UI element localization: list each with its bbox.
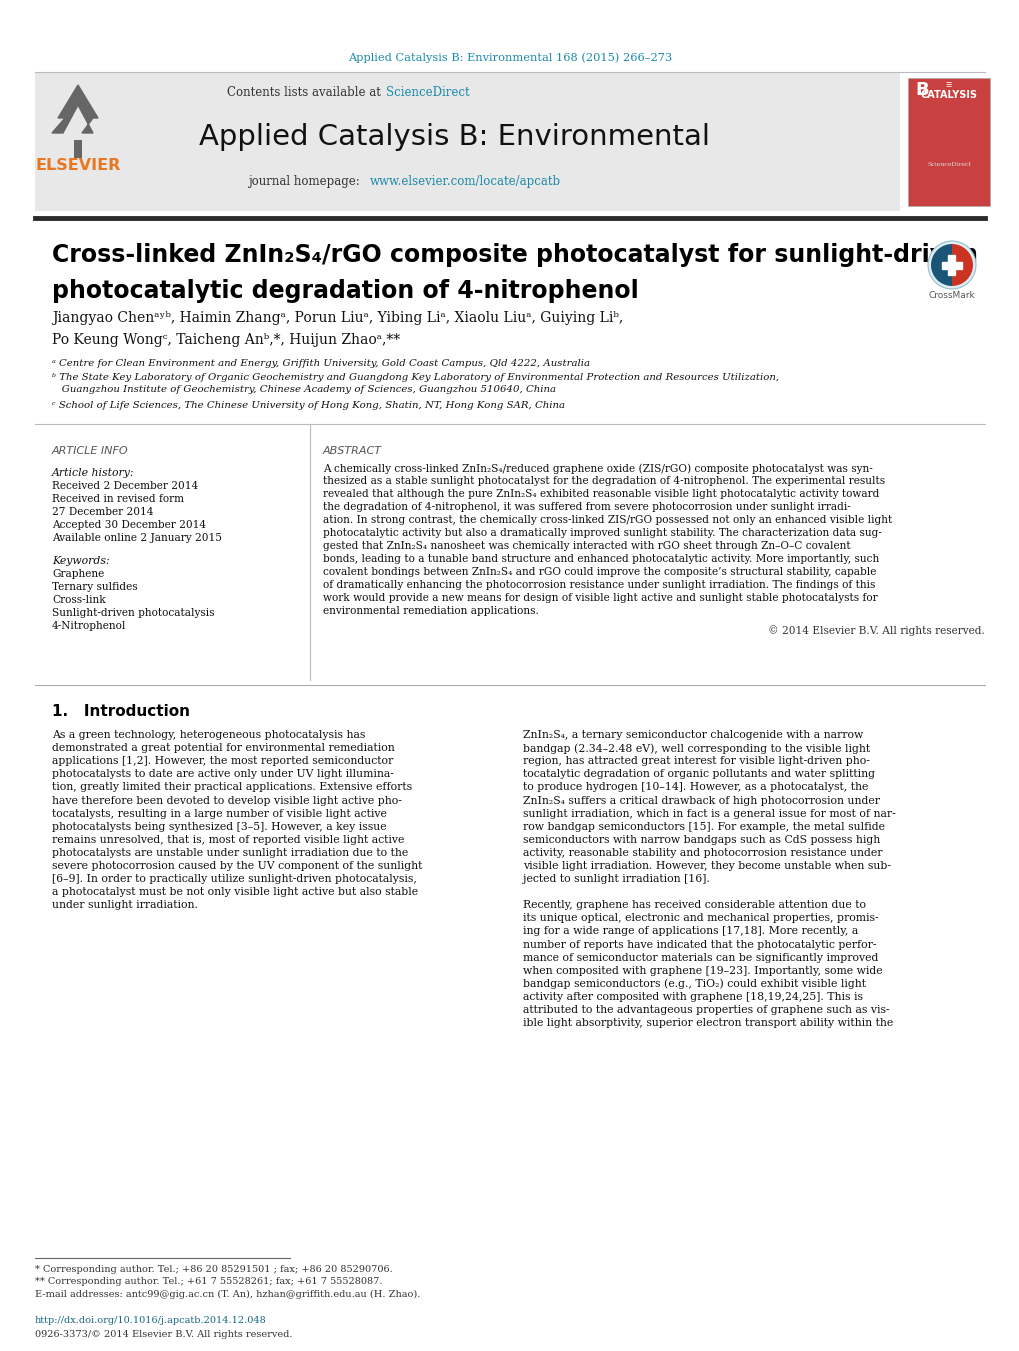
Text: sunlight irradiation, which in fact is a general issue for most of nar-: sunlight irradiation, which in fact is a… <box>523 809 895 819</box>
Text: As a green technology, heterogeneous photocatalysis has: As a green technology, heterogeneous pho… <box>52 730 365 740</box>
Text: when composited with graphene [19–23]. Importantly, some wide: when composited with graphene [19–23]. I… <box>523 966 881 975</box>
Bar <box>907 78 989 205</box>
Text: Received in revised form: Received in revised form <box>52 494 183 504</box>
Text: 1.   Introduction: 1. Introduction <box>52 704 190 719</box>
Text: under sunlight irradiation.: under sunlight irradiation. <box>52 900 198 911</box>
Text: ELSEVIER: ELSEVIER <box>36 158 120 173</box>
Text: B: B <box>914 81 928 99</box>
Text: demonstrated a great potential for environmental remediation: demonstrated a great potential for envir… <box>52 743 394 753</box>
Text: E-mail addresses: antc99@gig.ac.cn (T. An), hzhan@griffith.edu.au (H. Zhao).: E-mail addresses: antc99@gig.ac.cn (T. A… <box>35 1290 420 1300</box>
Text: ation. In strong contrast, the chemically cross-linked ZIS/rGO possessed not onl: ation. In strong contrast, the chemicall… <box>323 515 892 526</box>
Text: photocatalysts being synthesized [3–5]. However, a key issue: photocatalysts being synthesized [3–5]. … <box>52 821 386 832</box>
Text: * Corresponding author. Tel.; +86 20 85291501 ; fax; +86 20 85290706.: * Corresponding author. Tel.; +86 20 852… <box>35 1265 392 1274</box>
Text: bandgap semiconductors (e.g., TiO₂) could exhibit visible light: bandgap semiconductors (e.g., TiO₂) coul… <box>523 979 865 989</box>
Text: ZnIn₂S₄, a ternary semiconductor chalcogenide with a narrow: ZnIn₂S₄, a ternary semiconductor chalcog… <box>523 730 862 740</box>
Text: photocatalysts are unstable under sunlight irradiation due to the: photocatalysts are unstable under sunlig… <box>52 848 408 858</box>
Text: ** Corresponding author. Tel.; +61 7 55528261; fax; +61 7 55528087.: ** Corresponding author. Tel.; +61 7 555… <box>35 1278 382 1286</box>
Wedge shape <box>930 245 951 286</box>
Text: ARTICLE INFO: ARTICLE INFO <box>52 446 128 457</box>
Text: photocatalysts to date are active only under UV light illumina-: photocatalysts to date are active only u… <box>52 769 393 780</box>
Text: the degradation of 4-nitrophenol, it was suffered from severe photocorrosion und: the degradation of 4-nitrophenol, it was… <box>323 503 850 512</box>
Text: CATALYSIS: CATALYSIS <box>919 91 976 100</box>
Text: ᵃ Centre for Clean Environment and Energy, Griffith University, Gold Coast Campu: ᵃ Centre for Clean Environment and Energ… <box>52 358 589 367</box>
Text: Cross-link: Cross-link <box>52 594 106 605</box>
Text: ScienceDirect: ScienceDirect <box>926 162 970 168</box>
Text: Graphene: Graphene <box>52 569 104 580</box>
Text: Available online 2 January 2015: Available online 2 January 2015 <box>52 534 222 543</box>
Text: Contents lists available at: Contents lists available at <box>227 85 384 99</box>
Text: ZnIn₂S₄ suffers a critical drawback of high photocorrosion under: ZnIn₂S₄ suffers a critical drawback of h… <box>523 796 879 805</box>
Text: Recently, graphene has received considerable attention due to: Recently, graphene has received consider… <box>523 900 865 911</box>
Text: Sunlight-driven photocatalysis: Sunlight-driven photocatalysis <box>52 608 214 617</box>
Text: A chemically cross-linked ZnIn₂S₄/reduced graphene oxide (ZIS/rGO) composite pho: A chemically cross-linked ZnIn₂S₄/reduce… <box>323 463 872 474</box>
Text: ☰: ☰ <box>945 82 951 88</box>
Text: tocatalytic degradation of organic pollutants and water splitting: tocatalytic degradation of organic pollu… <box>523 769 874 780</box>
Polygon shape <box>52 85 98 132</box>
Text: bandgap (2.34–2.48 eV), well corresponding to the visible light: bandgap (2.34–2.48 eV), well correspondi… <box>523 743 869 754</box>
Text: its unique optical, electronic and mechanical properties, promis-: its unique optical, electronic and mecha… <box>523 913 877 923</box>
Text: applications [1,2]. However, the most reported semiconductor: applications [1,2]. However, the most re… <box>52 757 393 766</box>
Text: number of reports have indicated that the photocatalytic perfor-: number of reports have indicated that th… <box>523 939 875 950</box>
Text: of dramatically enhancing the photocorrosion resistance under sunlight irradiati: of dramatically enhancing the photocorro… <box>323 580 874 590</box>
Text: have therefore been devoted to develop visible light active pho-: have therefore been devoted to develop v… <box>52 796 401 805</box>
Bar <box>35 73 899 211</box>
Text: to produce hydrogen [10–14]. However, as a photocatalyst, the: to produce hydrogen [10–14]. However, as… <box>523 782 867 793</box>
Text: Keywords:: Keywords: <box>52 557 109 566</box>
Text: Applied Catalysis B: Environmental: Applied Catalysis B: Environmental <box>200 123 710 151</box>
Text: 0926-3373/© 2014 Elsevier B.V. All rights reserved.: 0926-3373/© 2014 Elsevier B.V. All right… <box>35 1329 292 1339</box>
Text: journal homepage:: journal homepage: <box>248 176 367 189</box>
Text: remains unresolved, that is, most of reported visible light active: remains unresolved, that is, most of rep… <box>52 835 404 844</box>
Text: visible light irradiation. However, they become unstable when sub-: visible light irradiation. However, they… <box>523 861 891 871</box>
Text: ing for a wide range of applications [17,18]. More recently, a: ing for a wide range of applications [17… <box>523 927 857 936</box>
Text: Received 2 December 2014: Received 2 December 2014 <box>52 481 198 490</box>
Text: a photocatalyst must be not only visible light active but also stable: a photocatalyst must be not only visible… <box>52 888 418 897</box>
Text: severe photocorrosion caused by the UV component of the sunlight: severe photocorrosion caused by the UV c… <box>52 861 422 871</box>
Text: Guangzhou Institute of Geochemistry, Chinese Academy of Sciences, Guangzhou 5106: Guangzhou Institute of Geochemistry, Chi… <box>52 385 555 394</box>
Text: Accepted 30 December 2014: Accepted 30 December 2014 <box>52 520 206 530</box>
Text: ᵇ The State Key Laboratory of Organic Geochemistry and Guangdong Key Laboratory : ᵇ The State Key Laboratory of Organic Ge… <box>52 373 779 382</box>
Text: www.elsevier.com/locate/apcatb: www.elsevier.com/locate/apcatb <box>370 176 560 189</box>
Text: ᶜ School of Life Sciences, The Chinese University of Hong Kong, Shatin, NT, Hong: ᶜ School of Life Sciences, The Chinese U… <box>52 400 565 409</box>
Text: thesized as a stable sunlight photocatalyst for the degradation of 4-nitrophenol: thesized as a stable sunlight photocatal… <box>323 476 884 486</box>
Text: http://dx.doi.org/10.1016/j.apcatb.2014.12.048: http://dx.doi.org/10.1016/j.apcatb.2014.… <box>35 1316 267 1325</box>
Text: ScienceDirect: ScienceDirect <box>385 85 469 99</box>
Text: Ternary sulfides: Ternary sulfides <box>52 582 138 592</box>
Text: semiconductors with narrow bandgaps such as CdS possess high: semiconductors with narrow bandgaps such… <box>523 835 879 844</box>
Polygon shape <box>948 255 955 276</box>
Text: photocatalytic degradation of 4-nitrophenol: photocatalytic degradation of 4-nitrophe… <box>52 280 638 303</box>
Text: Article history:: Article history: <box>52 467 135 478</box>
Text: work would provide a new means for design of visible light active and sunlight s: work would provide a new means for desig… <box>323 593 876 603</box>
Circle shape <box>927 240 975 289</box>
Text: activity, reasonable stability and photocorrosion resistance under: activity, reasonable stability and photo… <box>523 848 881 858</box>
Text: revealed that although the pure ZnIn₂S₄ exhibited reasonable visible light photo: revealed that although the pure ZnIn₂S₄ … <box>323 489 878 499</box>
Text: ible light absorptivity, superior electron transport ability within the: ible light absorptivity, superior electr… <box>523 1019 893 1028</box>
Wedge shape <box>951 245 972 286</box>
Text: 27 December 2014: 27 December 2014 <box>52 507 153 517</box>
Text: Jiangyao Chenᵃʸᵇ, Haimin Zhangᵃ, Porun Liuᵃ, Yibing Liᵃ, Xiaolu Liuᵃ, Guiying Li: Jiangyao Chenᵃʸᵇ, Haimin Zhangᵃ, Porun L… <box>52 311 623 326</box>
Text: Cross-linked ZnIn₂S₄/rGO composite photocatalyst for sunlight-driven: Cross-linked ZnIn₂S₄/rGO composite photo… <box>52 243 977 267</box>
Text: © 2014 Elsevier B.V. All rights reserved.: © 2014 Elsevier B.V. All rights reserved… <box>767 626 984 636</box>
Text: row bandgap semiconductors [15]. For example, the metal sulfide: row bandgap semiconductors [15]. For exa… <box>523 821 884 832</box>
Text: Applied Catalysis B: Environmental 168 (2015) 266–273: Applied Catalysis B: Environmental 168 (… <box>347 53 672 63</box>
Text: environmental remediation applications.: environmental remediation applications. <box>323 607 538 616</box>
Text: activity after composited with graphene [18,19,24,25]. This is: activity after composited with graphene … <box>523 992 862 1002</box>
Text: tion, greatly limited their practical applications. Extensive efforts: tion, greatly limited their practical ap… <box>52 782 412 793</box>
Polygon shape <box>942 262 961 269</box>
Text: CrossMark: CrossMark <box>927 290 974 300</box>
Bar <box>74 141 82 158</box>
Text: attributed to the advantageous properties of graphene such as vis-: attributed to the advantageous propertie… <box>523 1005 889 1015</box>
Text: tocatalysts, resulting in a large number of visible light active: tocatalysts, resulting in a large number… <box>52 809 386 819</box>
Text: jected to sunlight irradiation [16].: jected to sunlight irradiation [16]. <box>523 874 709 884</box>
Text: bonds, leading to a tunable band structure and enhanced photocatalytic activity.: bonds, leading to a tunable band structu… <box>323 554 878 563</box>
Text: covalent bondings between ZnIn₂S₄ and rGO could improve the composite’s structur: covalent bondings between ZnIn₂S₄ and rG… <box>323 567 875 577</box>
Text: gested that ZnIn₂S₄ nanosheet was chemically interacted with rGO sheet through Z: gested that ZnIn₂S₄ nanosheet was chemic… <box>323 540 850 551</box>
Text: region, has attracted great interest for visible light-driven pho-: region, has attracted great interest for… <box>523 757 869 766</box>
Text: mance of semiconductor materials can be significantly improved: mance of semiconductor materials can be … <box>523 952 877 963</box>
Text: ABSTRACT: ABSTRACT <box>323 446 382 457</box>
Text: Po Keung Wongᶜ, Taicheng Anᵇ,*, Huijun Zhaoᵃ,**: Po Keung Wongᶜ, Taicheng Anᵇ,*, Huijun Z… <box>52 332 399 347</box>
Text: [6–9]. In order to practically utilize sunlight-driven photocatalysis,: [6–9]. In order to practically utilize s… <box>52 874 417 884</box>
Text: photocatalytic activity but also a dramatically improved sunlight stability. The: photocatalytic activity but also a drama… <box>323 528 881 538</box>
Text: 4-Nitrophenol: 4-Nitrophenol <box>52 621 126 631</box>
